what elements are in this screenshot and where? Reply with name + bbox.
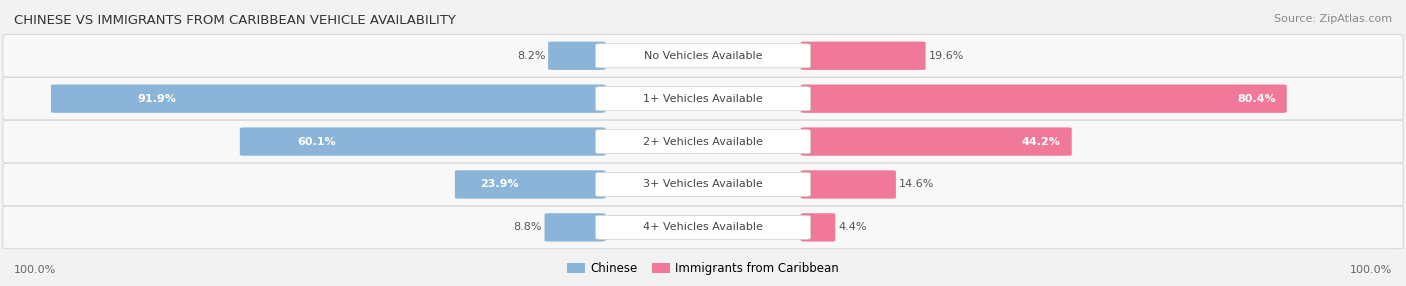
Text: 1+ Vehicles Available: 1+ Vehicles Available (643, 94, 763, 104)
FancyBboxPatch shape (544, 213, 606, 241)
FancyBboxPatch shape (3, 163, 1403, 206)
Text: 4+ Vehicles Available: 4+ Vehicles Available (643, 223, 763, 232)
Legend: Chinese, Immigrants from Caribbean: Chinese, Immigrants from Caribbean (562, 258, 844, 280)
FancyBboxPatch shape (596, 130, 810, 154)
FancyBboxPatch shape (801, 42, 925, 70)
Text: 8.2%: 8.2% (517, 51, 546, 61)
FancyBboxPatch shape (596, 172, 810, 196)
Text: 60.1%: 60.1% (298, 137, 336, 146)
FancyBboxPatch shape (801, 170, 896, 198)
FancyBboxPatch shape (51, 85, 606, 113)
Text: 4.4%: 4.4% (838, 223, 866, 232)
FancyBboxPatch shape (596, 215, 810, 239)
Text: 100.0%: 100.0% (1350, 265, 1392, 275)
FancyBboxPatch shape (801, 213, 835, 241)
FancyBboxPatch shape (3, 34, 1403, 77)
Text: 100.0%: 100.0% (14, 265, 56, 275)
FancyBboxPatch shape (548, 42, 606, 70)
Text: 80.4%: 80.4% (1237, 94, 1275, 104)
Text: No Vehicles Available: No Vehicles Available (644, 51, 762, 61)
FancyBboxPatch shape (801, 85, 1286, 113)
Text: 14.6%: 14.6% (898, 180, 934, 189)
Text: 19.6%: 19.6% (928, 51, 963, 61)
FancyBboxPatch shape (240, 127, 606, 156)
FancyBboxPatch shape (596, 44, 810, 68)
Text: 91.9%: 91.9% (136, 94, 176, 104)
Text: Source: ZipAtlas.com: Source: ZipAtlas.com (1274, 14, 1392, 24)
Text: 44.2%: 44.2% (1022, 137, 1060, 146)
FancyBboxPatch shape (596, 87, 810, 111)
Text: 23.9%: 23.9% (481, 180, 519, 189)
Text: 8.8%: 8.8% (513, 223, 541, 232)
FancyBboxPatch shape (3, 120, 1403, 163)
FancyBboxPatch shape (3, 206, 1403, 249)
FancyBboxPatch shape (3, 77, 1403, 120)
FancyBboxPatch shape (801, 127, 1071, 156)
Text: 3+ Vehicles Available: 3+ Vehicles Available (643, 180, 763, 189)
FancyBboxPatch shape (456, 170, 606, 198)
Text: 2+ Vehicles Available: 2+ Vehicles Available (643, 137, 763, 146)
Text: CHINESE VS IMMIGRANTS FROM CARIBBEAN VEHICLE AVAILABILITY: CHINESE VS IMMIGRANTS FROM CARIBBEAN VEH… (14, 14, 456, 27)
